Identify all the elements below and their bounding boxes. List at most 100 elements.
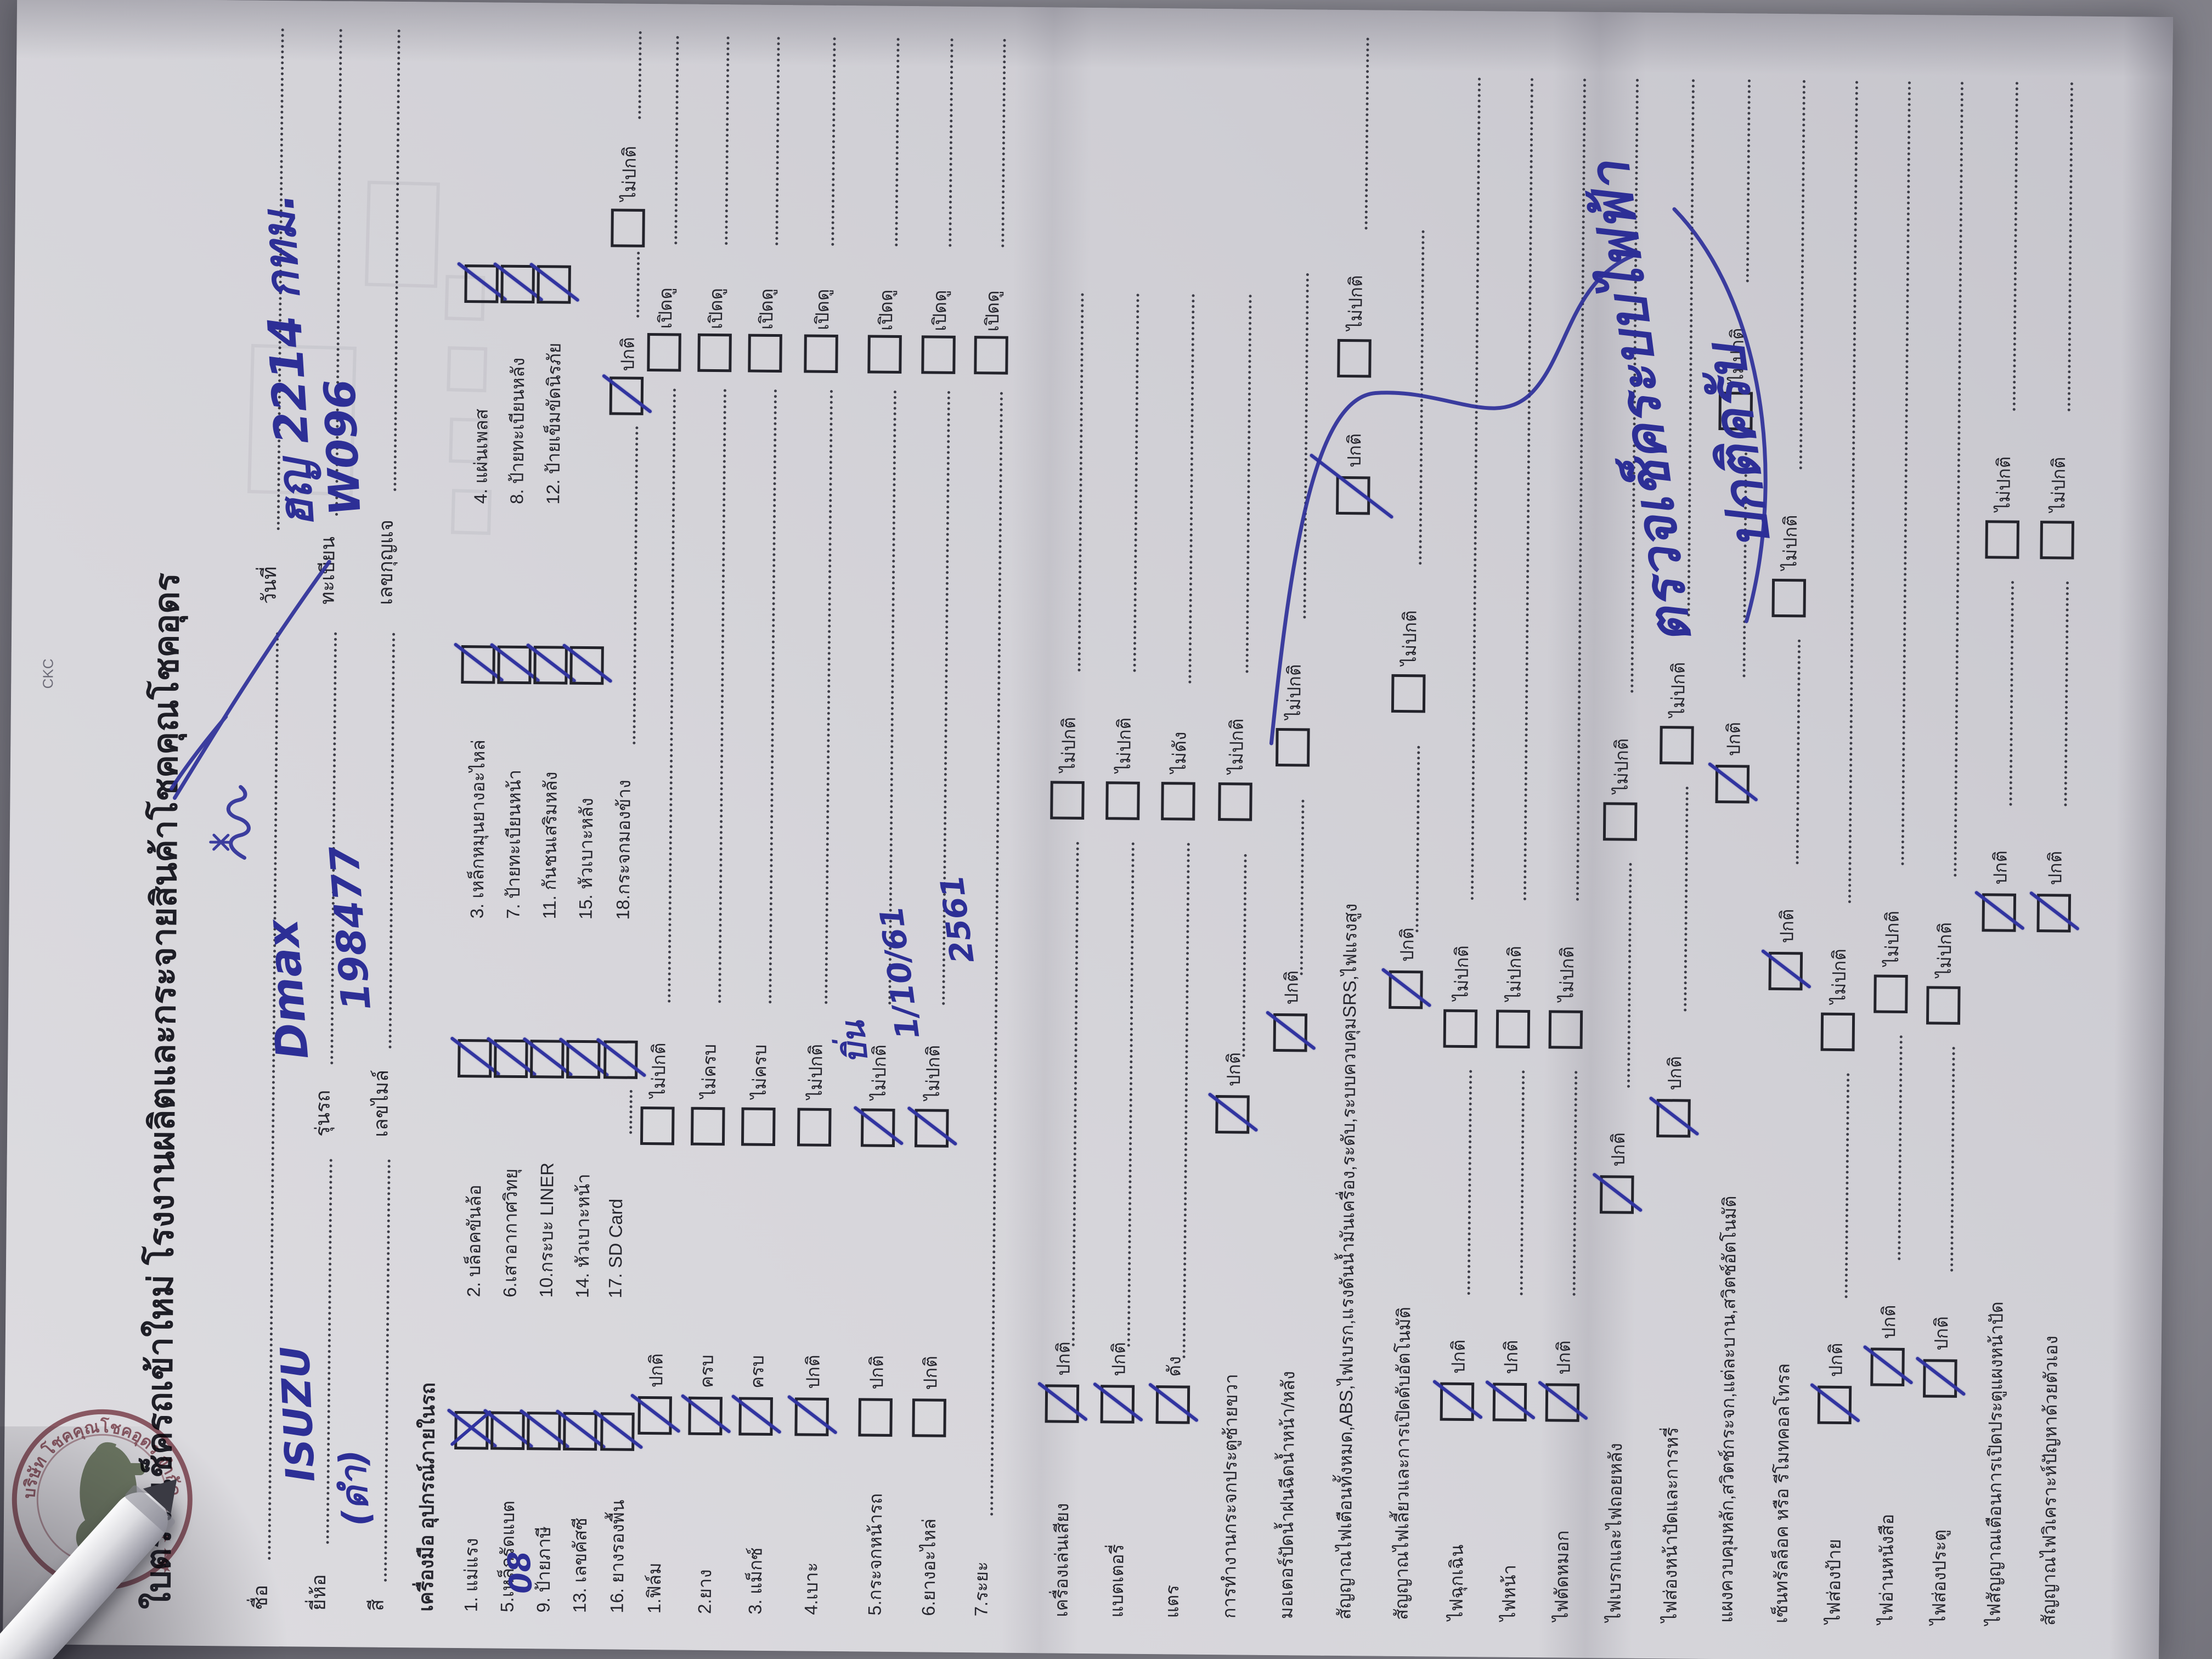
checkbox (450, 1036, 501, 1078)
handwritten-note-item9: 08 (501, 1550, 540, 1595)
checkbox (486, 1036, 537, 1079)
check-mark (601, 374, 653, 414)
function-row-label: สัญญาณไฟเลี้ยวและการเปิดดับอัตโนมัติ (1391, 1306, 1414, 1621)
checkbox (1760, 949, 1812, 991)
check-mark (1092, 1382, 1144, 1422)
dotted-line (1513, 1070, 1525, 1295)
inspect-row-label: 6.ยางอะไหล่ (918, 1518, 940, 1616)
checkbox (1485, 1380, 1536, 1422)
light-opt-bad: ไม่ปกติ (1504, 945, 1525, 1001)
check-mark (1207, 1092, 1259, 1132)
tool-item-label: 15. หัวเบาะหลัง (575, 797, 597, 920)
function-row-label: เครื่องเล่นเสียง (1051, 1503, 1073, 1617)
function-opt2: ไม่ปกติ (1399, 610, 1420, 666)
open-look-label: เปิดดู (981, 290, 1003, 332)
header-field-label: ทะเบียน (315, 536, 339, 605)
light-row-label: ไฟสัญญาณเตือนการเปิดประตูแผงหน้าปัด (1983, 1301, 2007, 1626)
tool-item-label: 6.เสาอากาศวิทยุ (499, 1168, 521, 1297)
light-opt-ok: ปกติ (1825, 1342, 1846, 1378)
form-body: ชื่อวันที่ยี่ห้อISUZUรุ่นรถDmaxทะเบียนฮญ… (3, 0, 2080, 1644)
light-opt-ok: ปกติ (2045, 850, 2066, 885)
light-opt-ok: ปกติ (1723, 721, 1744, 757)
function-row-label: แตร (1161, 1584, 1183, 1618)
checkbox (680, 1393, 731, 1436)
header-field-label: สี (365, 1599, 388, 1611)
dotted-line (1566, 1070, 1578, 1296)
tool-item-label: 3. เหล็กหมุนยางอะไหล่ (466, 740, 489, 919)
check-mark (1809, 1383, 1861, 1423)
checkbox (867, 335, 902, 374)
light-opt-bad: ไม่ปกติ (1451, 945, 1472, 1001)
check-mark (529, 262, 580, 302)
inspect-row-label: 4.เบาะ (800, 1562, 822, 1615)
dotted-line (1944, 1046, 1955, 1272)
checkbox (697, 333, 732, 373)
checkbox (912, 1398, 946, 1437)
dotted-line (1409, 746, 1420, 933)
checkbox (731, 1394, 782, 1436)
inspect-row-label: 1.ฟิล์ม (644, 1562, 665, 1614)
dotted-line (984, 391, 1003, 1516)
inspect-opt1: ปกติ (803, 1355, 823, 1389)
check-mark (1649, 1096, 1700, 1136)
dotted-line (2057, 581, 2069, 806)
checkbox (1809, 1383, 1861, 1425)
signature-scribble (226, 785, 251, 860)
bleed-through-box (364, 180, 440, 288)
dotted-line (942, 38, 953, 247)
light-row-label: สัญญาณไฟวิเคราะห์ปัญหาด้วยตัวเอง (2038, 1335, 2062, 1626)
checkbox (921, 335, 956, 374)
tool-item-label: 13. เลขคัสซี (569, 1517, 591, 1613)
dotted-line (1293, 799, 1305, 975)
check-mark (1760, 949, 1812, 989)
checkbox (1820, 1012, 1855, 1052)
light-row-label: ไฟอ่านหนังสือ (1876, 1514, 1898, 1624)
checkbox (1496, 1009, 1531, 1049)
inspect-opt2: ไม่ครบ (749, 1044, 770, 1099)
header-field-label: รุ่นรถ (311, 1090, 334, 1137)
checkbox (1161, 782, 1195, 821)
checkbox (1863, 1345, 1914, 1387)
inspect-row-label: 7.ระยะ (970, 1561, 992, 1617)
dotted-line (769, 36, 780, 246)
dotted-line (2061, 82, 2073, 411)
checkbox (1602, 802, 1638, 841)
checkbox (1265, 1010, 1317, 1052)
inspect-opt1: ปกติ (920, 1356, 941, 1390)
open-look-label: เปิดดู (875, 289, 896, 331)
light-opt-ok: ปกติ (1776, 909, 1797, 944)
tool-item-label: 8. ป้ายทะเบียนหลัง (506, 357, 528, 505)
checkbox (690, 1107, 725, 1146)
dotted-line (1739, 79, 1751, 283)
light-opt-bad: ไม่ปกติ (1881, 910, 1903, 966)
handwritten-value: Dmax (256, 917, 319, 1062)
inspect-opt1: ปกติ (866, 1355, 887, 1390)
light-opt-bad: ไม่ปกติ (1829, 949, 1850, 1005)
dotted-line (631, 31, 642, 119)
dotted-line (1239, 294, 1252, 673)
checkbox (974, 336, 1008, 375)
dotted-line (1789, 639, 1801, 865)
light-opt-ok: ปกติ (1990, 850, 2011, 885)
function-row-label: มอเตอร์ปัดน้ำฝนฉีดน้ำหน้า/หลัง (1276, 1370, 1299, 1620)
dotted-line (382, 632, 396, 1048)
dotted-line (626, 426, 639, 744)
checkbox (1548, 1010, 1583, 1049)
function-row-label: สัญญาณไฟเตือนทั้งหมด,ABS,ไฟเบรก,แรงดันน้… (1334, 903, 1361, 1620)
function-row-label: การทำงานกระจกประตูซ้ายขวา (1218, 1373, 1242, 1619)
dotted-line (1182, 294, 1195, 684)
checkbox (447, 1408, 498, 1450)
checkbox (592, 1409, 644, 1451)
dotted-line (1120, 842, 1135, 1347)
checkbox (453, 642, 504, 684)
checkbox (558, 1037, 610, 1079)
checkbox (529, 262, 580, 304)
checkbox (1218, 782, 1252, 821)
handwritten-defect-note: 1/10/61 (872, 904, 927, 1042)
dotted-line (888, 37, 900, 246)
light-row-label: ไฟหน้า (1498, 1564, 1520, 1621)
function-row-label: แบตเตอรี่ (1106, 1544, 1127, 1618)
checkbox (1592, 1172, 1643, 1214)
check-mark (1037, 1381, 1088, 1422)
